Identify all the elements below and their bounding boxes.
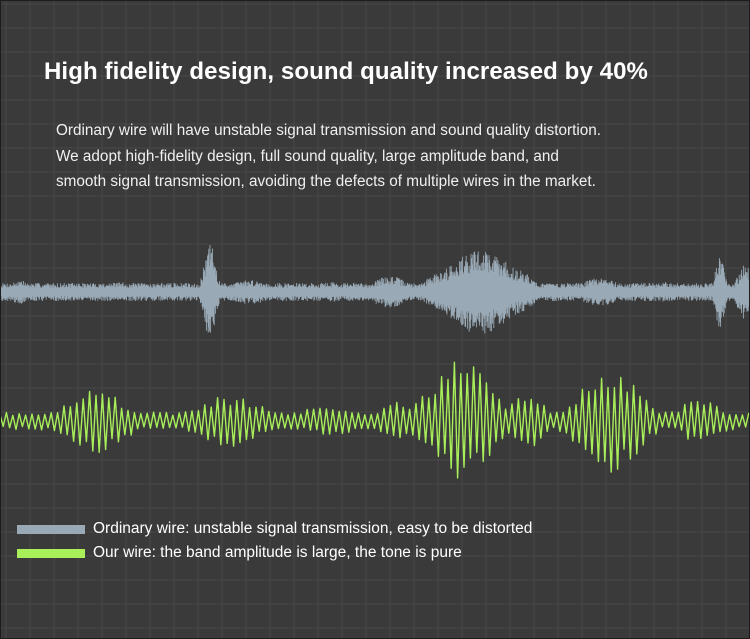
ordinary-wave-path [0,245,750,334]
legend-swatch-ordinary [17,524,85,534]
our-wire-waveform [0,361,750,479]
legend-label-ordinary: Ordinary wire: unstable signal transmiss… [93,520,533,537]
ordinary-wire-waveform [0,245,750,334]
description-line-3: smooth signal transmission, avoiding the… [56,173,596,190]
legend-swatch-ours [17,548,85,558]
description-line-1: Ordinary wire will have unstable signal … [56,122,602,139]
legend-item-ordinary: Ordinary wire: unstable signal transmiss… [17,518,532,540]
page-title: High fidelity design, sound quality incr… [44,58,648,85]
legend-item-ours: Our wire: the band amplitude is large, t… [17,542,462,564]
description-line-2: We adopt high-fidelity design, full soun… [56,147,559,165]
legend-label-ours: Our wire: the band amplitude is large, t… [93,544,462,561]
our-wave-path [0,361,750,479]
description: Ordinary wire will have unstable signal … [56,118,716,195]
